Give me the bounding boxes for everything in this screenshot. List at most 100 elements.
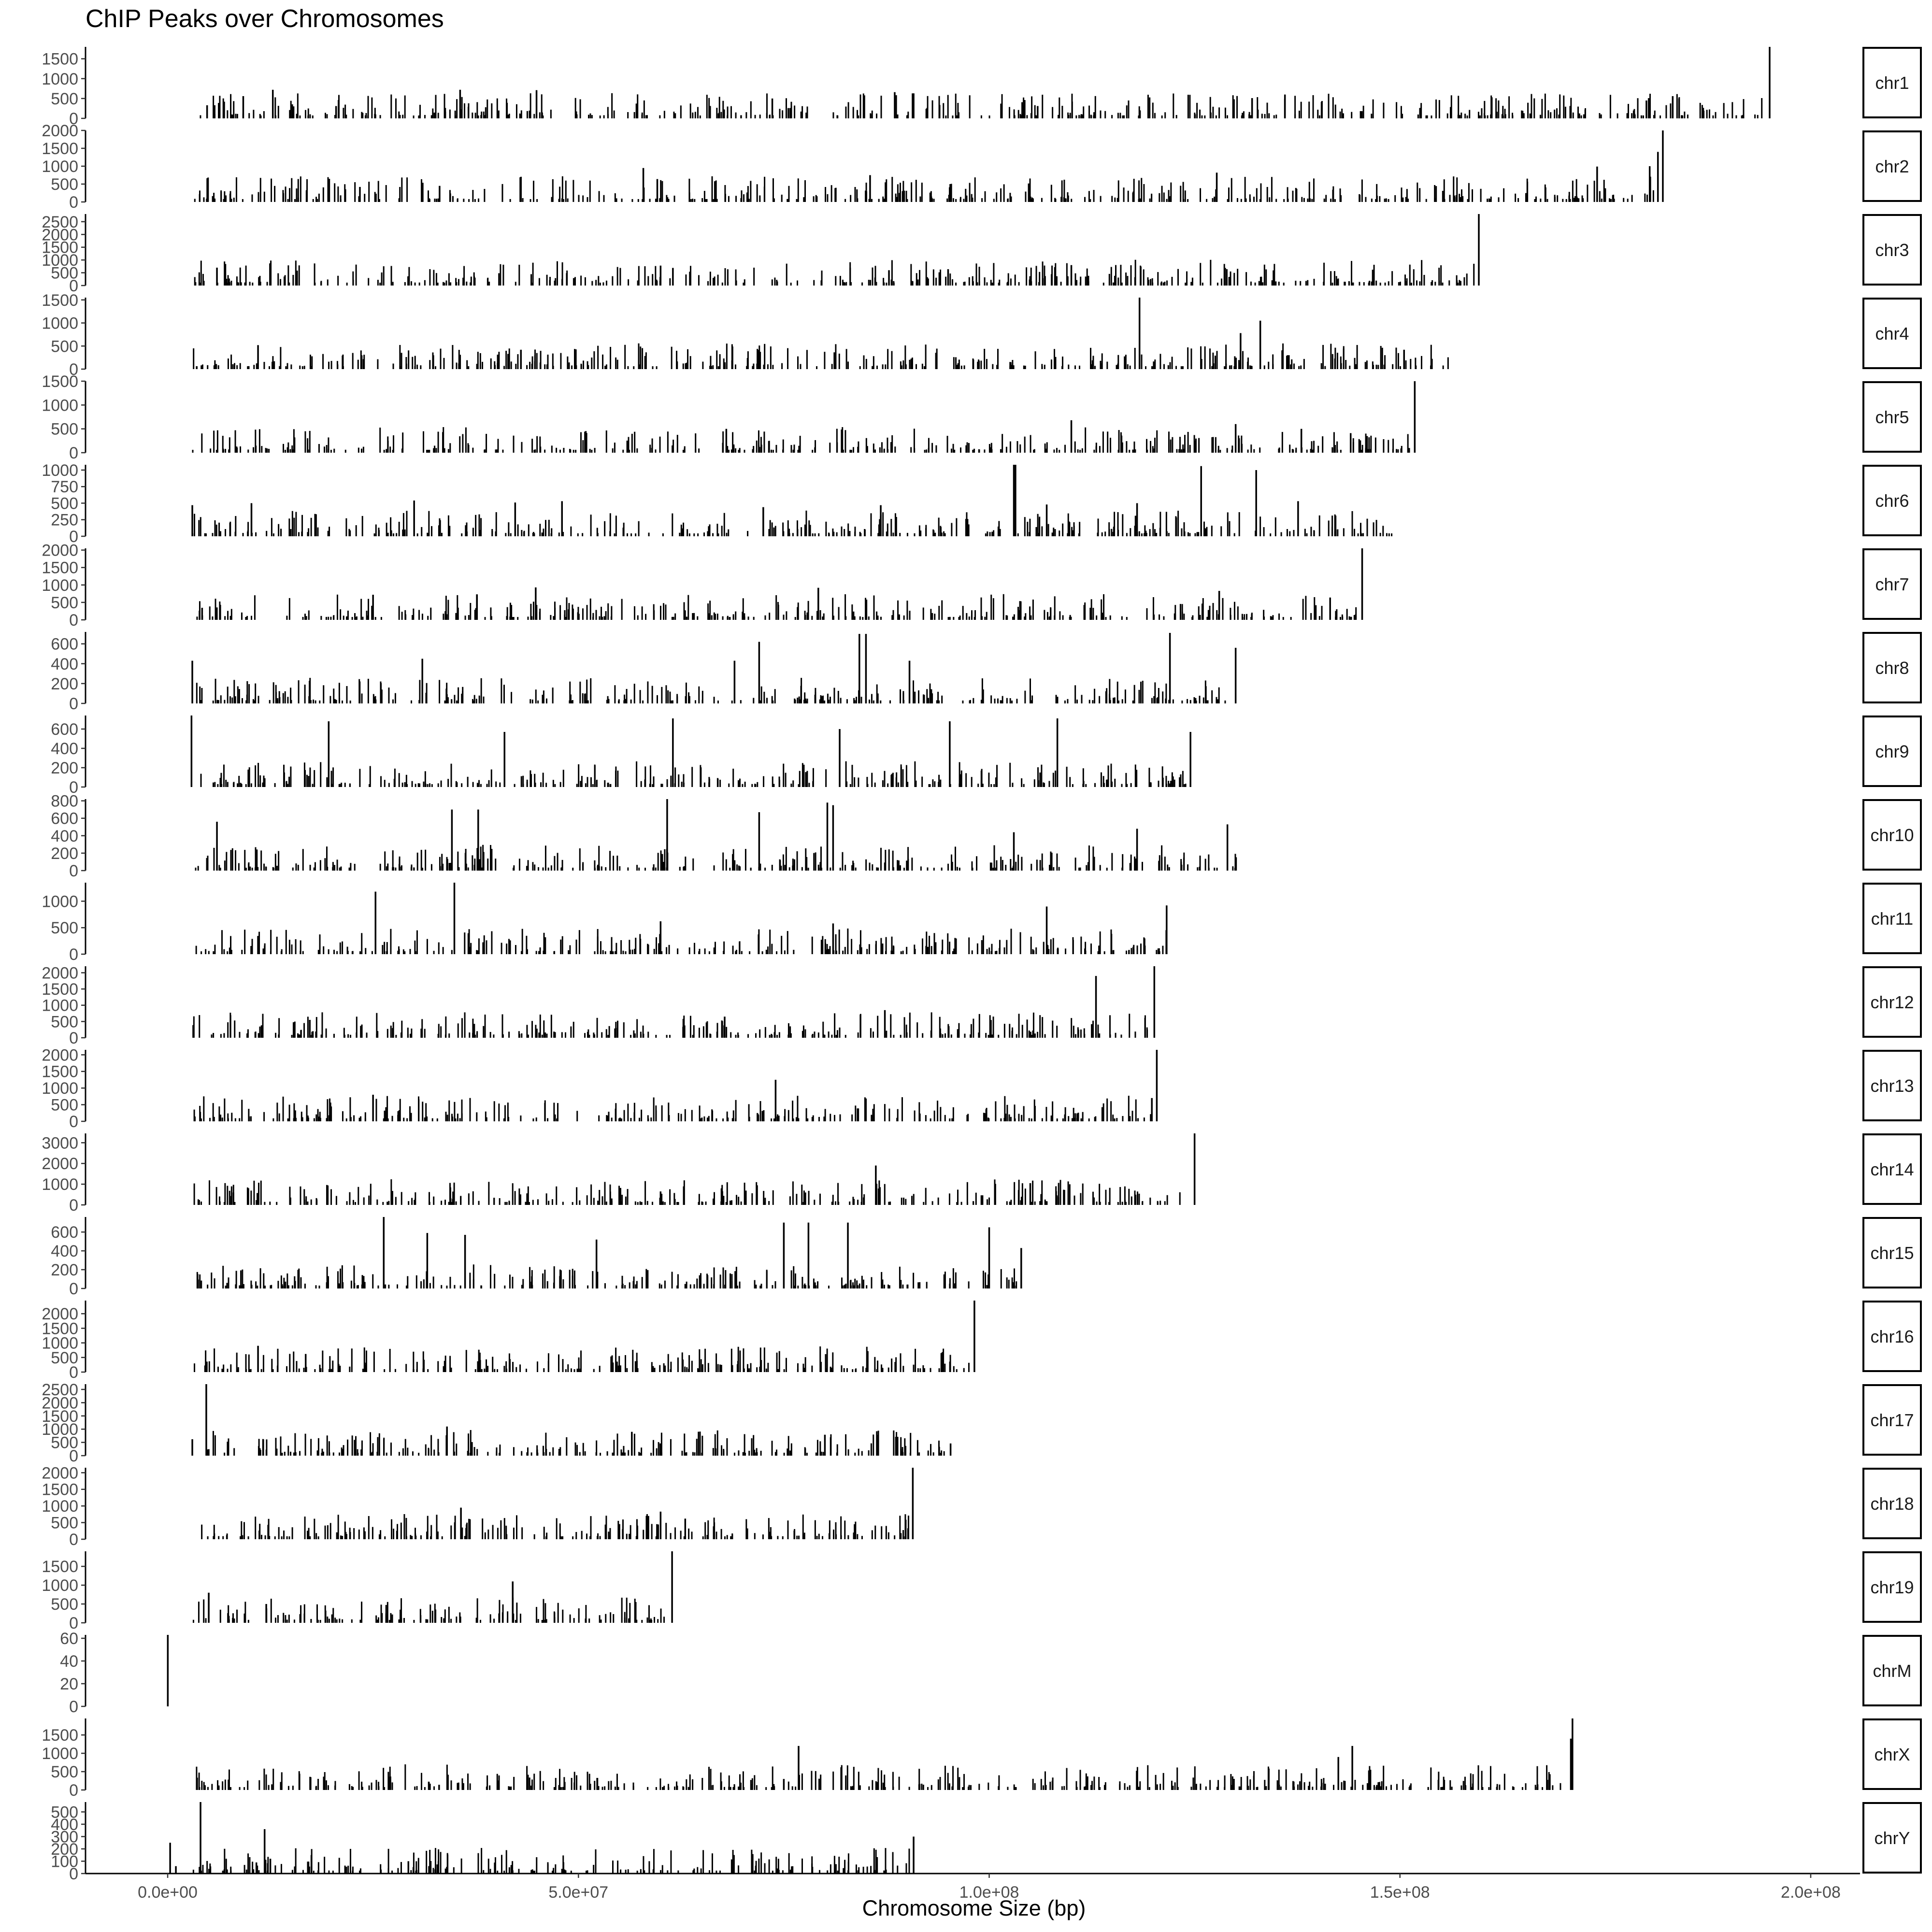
y-tick-label: 600 bbox=[51, 720, 78, 739]
y-tick-label: 0 bbox=[69, 1029, 78, 1047]
y-tick-label: 500 bbox=[51, 1096, 78, 1115]
y-tick-label: 1000 bbox=[42, 315, 78, 333]
facet-strip-label: chr12 bbox=[1870, 992, 1914, 1012]
chart-title: ChIP Peaks over Chromosomes bbox=[86, 5, 444, 33]
facet-strip-label: chr10 bbox=[1870, 825, 1914, 845]
y-tick-label: 0 bbox=[69, 695, 78, 713]
y-tick-label: 2000 bbox=[42, 1155, 78, 1173]
y-tick-label: 250 bbox=[51, 511, 78, 530]
facet-strip-label: chr13 bbox=[1870, 1076, 1914, 1096]
y-tick-label: 500 bbox=[51, 1013, 78, 1031]
y-tick-label: 500 bbox=[51, 494, 78, 513]
y-tick-label: 1000 bbox=[42, 1079, 78, 1098]
y-tick-label: 500 bbox=[51, 175, 78, 194]
y-tick-label: 3000 bbox=[42, 1134, 78, 1152]
y-tick-label: 1500 bbox=[42, 50, 78, 69]
facet-strip-label: chr1 bbox=[1875, 73, 1909, 93]
facet-strip bbox=[1862, 548, 1922, 620]
y-tick-label: 2000 bbox=[42, 1046, 78, 1064]
y-tick-label: 2000 bbox=[42, 122, 78, 140]
y-tick-label: 0 bbox=[69, 945, 78, 964]
facet-strip bbox=[1862, 966, 1922, 1038]
y-tick-label: 1000 bbox=[42, 70, 78, 88]
facet-strip-label: chr2 bbox=[1875, 157, 1909, 176]
facet-strip-label: chr14 bbox=[1870, 1159, 1914, 1179]
facet-strip bbox=[1862, 1050, 1922, 1121]
facet-strip-label: chr8 bbox=[1875, 658, 1909, 678]
y-tick-label: 2000 bbox=[42, 542, 78, 560]
facet-strip bbox=[1862, 298, 1922, 369]
facet-strip bbox=[1862, 632, 1922, 703]
y-tick-label: 1000 bbox=[42, 396, 78, 415]
y-tick-label: 600 bbox=[51, 810, 78, 828]
y-tick-label: 500 bbox=[51, 919, 78, 937]
y-tick-label: 0 bbox=[69, 444, 78, 462]
facet-strip-label: chr7 bbox=[1875, 574, 1909, 594]
y-tick-label: 400 bbox=[51, 740, 78, 758]
y-tick-label: 0 bbox=[69, 528, 78, 546]
y-tick-label: 1500 bbox=[42, 372, 78, 391]
y-tick-label: 200 bbox=[51, 675, 78, 693]
y-tick-label: 750 bbox=[51, 478, 78, 496]
facet-strip bbox=[1862, 381, 1922, 453]
y-tick-label: 2500 bbox=[42, 213, 78, 231]
y-tick-label: 1000 bbox=[42, 251, 78, 270]
y-tick-label: 1500 bbox=[42, 559, 78, 577]
y-tick-label: 400 bbox=[51, 827, 78, 845]
y-tick-label: 0 bbox=[69, 1113, 78, 1131]
y-tick-label: 500 bbox=[51, 90, 78, 108]
facet-strip-label: chr9 bbox=[1875, 742, 1909, 761]
y-tick-label: 200 bbox=[51, 759, 78, 777]
y-tick-label: 500 bbox=[51, 337, 78, 356]
facet-strip-label: chr4 bbox=[1875, 324, 1909, 343]
panel-chr14: 0 1000 2000 3000 chr14 bbox=[42, 1133, 1922, 1215]
facet-strip bbox=[1862, 716, 1922, 787]
panel-chr5: 0 500 1000 1500 chr5 bbox=[42, 372, 1922, 462]
facet-strip bbox=[1862, 214, 1922, 286]
y-tick-label: 1500 bbox=[42, 239, 78, 257]
y-tick-label: 600 bbox=[51, 635, 78, 654]
y-tick-label: 2000 bbox=[42, 964, 78, 982]
y-tick-label: 0 bbox=[69, 193, 78, 212]
y-tick-label: 400 bbox=[51, 655, 78, 673]
panel-chr11: 0 500 1000 chr11 bbox=[42, 883, 1922, 964]
y-tick-label: 0 bbox=[69, 611, 78, 630]
facet-strip-label: chr6 bbox=[1875, 491, 1909, 511]
facet-strip-label: chr3 bbox=[1875, 240, 1909, 260]
y-tick-label: 500 bbox=[51, 264, 78, 283]
y-tick-label: 1500 bbox=[42, 1063, 78, 1081]
y-tick-label: 0 bbox=[69, 110, 78, 128]
y-tick-label: 500 bbox=[51, 594, 78, 612]
y-tick-label: 1000 bbox=[42, 997, 78, 1015]
y-tick-label: 500 bbox=[51, 420, 78, 439]
y-tick-label: 1500 bbox=[42, 980, 78, 999]
facet-strip bbox=[1862, 465, 1922, 536]
y-tick-label: 1500 bbox=[42, 140, 78, 158]
y-tick-label: 0 bbox=[69, 360, 78, 379]
y-tick-label: 0 bbox=[69, 778, 78, 797]
y-tick-label: 1000 bbox=[42, 157, 78, 176]
y-tick-label: 1000 bbox=[42, 892, 78, 911]
y-tick-label: 800 bbox=[51, 792, 78, 811]
y-tick-label: 2000 bbox=[42, 226, 78, 244]
facet-strip bbox=[1862, 883, 1922, 954]
y-tick-label: 0 bbox=[69, 1196, 78, 1215]
facet-panels: 050010001500chr10500100015002000chr20500… bbox=[42, 47, 1922, 1883]
y-tick-label: 1000 bbox=[42, 461, 78, 480]
y-tick-label: 0 bbox=[69, 862, 78, 880]
facet-strip-label: chr5 bbox=[1875, 407, 1909, 427]
y-tick-label: 0 bbox=[69, 277, 78, 295]
y-tick-label: 200 bbox=[51, 844, 78, 863]
facet-strip-label: chr11 bbox=[1871, 909, 1913, 929]
panel-chr4: 0 500 1000 1500 chr4 bbox=[42, 291, 1922, 379]
